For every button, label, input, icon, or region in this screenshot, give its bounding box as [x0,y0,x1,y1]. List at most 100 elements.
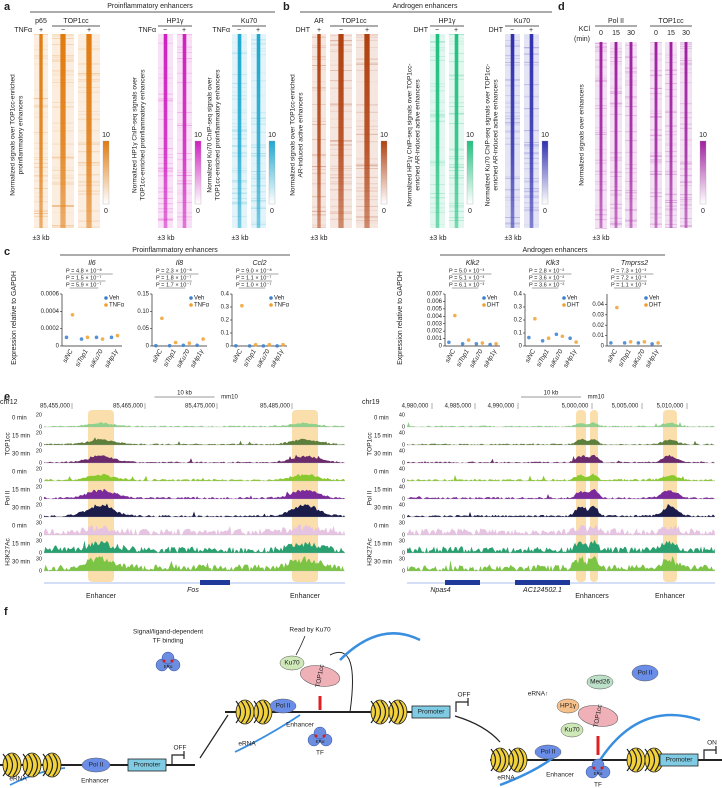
data-point [642,340,647,344]
panel-label: e [4,391,10,403]
heatmap-center [684,42,688,228]
y-tick-label: 0.007 [427,292,443,298]
chromosome: chr12 [0,399,18,406]
legend-label: Veh [274,296,284,302]
y-tick-label: 0.1 [221,331,230,337]
gene-name: Fos [187,587,199,594]
ligand [162,659,166,663]
track-scale: 0 [402,550,405,556]
track-scale: 40 [399,430,405,436]
time-label: 30 min [374,560,392,566]
annotation: Read by Ku70 [289,627,331,634]
track-scale: 0 [402,478,405,484]
data-point [181,343,186,348]
state-label: OFF [174,745,187,752]
data-point [527,335,531,340]
erna-up [339,632,421,661]
span-label: ±3 kb [429,235,446,242]
legend-marker [189,303,193,307]
dna-wrap [631,748,638,772]
signal-track [407,524,715,535]
y-axis-label: Normalized signals over TOP1cc-enriched [10,74,17,196]
signal-track [44,473,345,481]
x-tick-label: siHp1γ [644,348,660,369]
column-label: Ku70 [514,18,530,25]
data-point [474,341,479,346]
enhancer-label: Enhancers [575,593,609,600]
data-point [94,335,99,340]
data-point [533,316,537,321]
colorbar [102,140,110,205]
signal-track [44,524,345,535]
p-value: P = 3.6 × 10⁻² [529,275,564,281]
data-point [85,335,90,340]
p-value: P = 5.9 × 10⁻⁷ [66,281,101,288]
time-label: 30 min [12,452,30,458]
span-label: ±3 kb [32,235,49,242]
track-scale: 20 [36,448,42,454]
track-scale: 0 [39,568,42,574]
x-tick-label: siHp1γ [104,348,120,369]
panel-title: Androgen enhancers [393,3,458,10]
track-scale: 40 [399,484,405,490]
y-tick-label: 0.10 [137,309,149,315]
protein [81,757,111,773]
column-label: Ku70 [241,18,257,25]
panel-label: b [283,1,290,13]
track-scale: 40 [399,466,405,472]
y-tick-label: 0.0002 [41,326,60,332]
time-label: 0 [599,30,603,37]
dna-wrap [263,700,270,724]
dna-wrap [626,748,633,772]
protein [279,655,305,671]
colorbar-label: 0 [104,208,108,215]
enhancer-label: Enhancer [86,593,117,600]
protein [586,674,614,690]
time-label: 30 [627,30,635,37]
legend-marker [644,296,648,300]
heatmap-center [654,42,658,228]
legend-marker [562,303,566,307]
y-tick-label: 0.01 [592,333,604,339]
erna [234,714,301,753]
time-label: 15 min [12,542,30,548]
p-value: P = 1.5 × 10⁻⁷ [66,274,101,281]
legend-label: DHT [487,303,500,309]
data-point [253,342,258,347]
y-tick-label: 0.15 [137,292,149,298]
track-scale: 0 [402,532,405,538]
p-value: P = 1.0 × 10⁻⁷ [236,281,271,288]
condition-label: KCl [579,26,591,33]
scale-label: 10 kb [177,391,192,397]
signal-track [407,454,715,463]
legend-label: Veh [567,296,577,302]
y-tick-label: 0.0006 [41,292,60,298]
coordinate: 4,980,000 [402,404,429,410]
data-point [656,341,660,345]
column-label: HP1γ [438,18,456,25]
gene-name: Npas4 [430,587,450,594]
erna-label: eRNA [497,775,515,782]
tss-arrow [455,701,468,712]
data-point [460,341,465,346]
track-scale: 30 [36,520,42,526]
heatmap-center [39,34,43,228]
protein-label: Ku70 [284,660,300,667]
protein [299,665,341,687]
enhancer-label: Enhancer [81,778,110,785]
time-label: 15 min [374,434,392,440]
track-scale: 40 [399,502,405,508]
signal-track [44,556,345,571]
erna-label: eRNA [238,741,256,748]
x-tick-label: siNC [524,348,537,364]
data-point [167,343,172,348]
heatmap-center [614,42,618,228]
time-label: 0 min [12,470,27,476]
ligand [600,766,604,770]
protein-label: Pol II [638,670,653,677]
heatmap-center [364,34,370,228]
label: − [237,27,241,34]
protein [534,744,562,760]
span-label: ±3 kb [592,235,609,242]
y-tick-label: 0.003 [427,321,443,327]
